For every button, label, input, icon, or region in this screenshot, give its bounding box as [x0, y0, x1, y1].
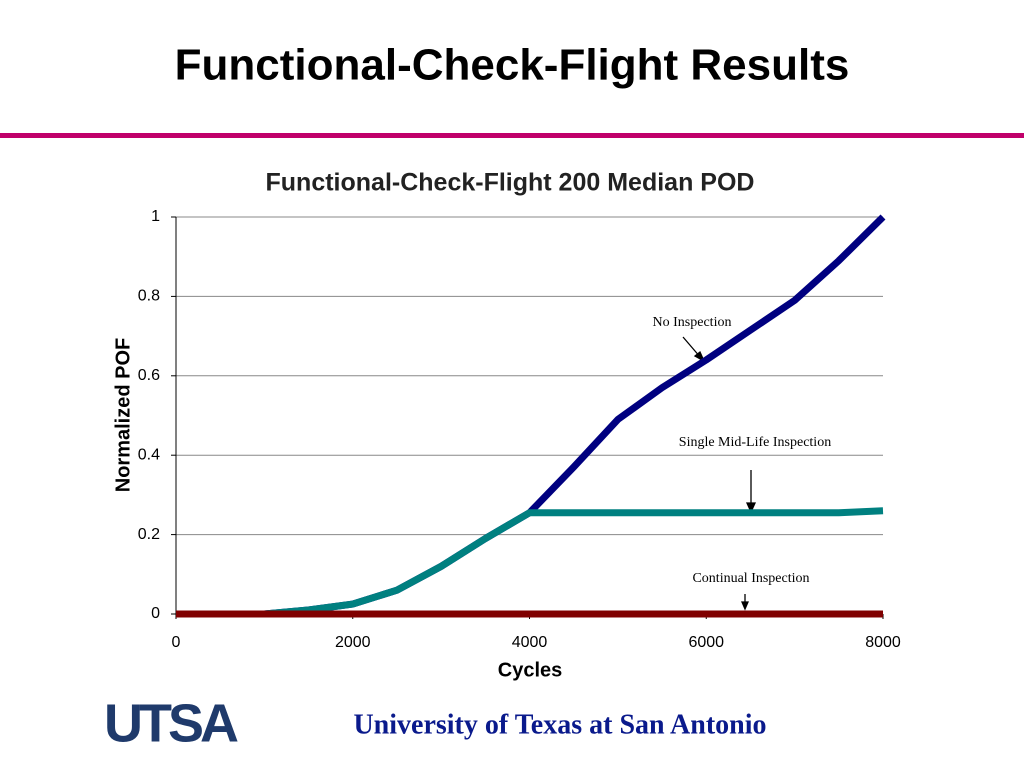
- series-line: [176, 507, 884, 618]
- chart-title: Functional-Check-Flight 200 Median POD: [266, 169, 755, 197]
- x-tick-label: 4000: [512, 634, 548, 651]
- x-tick-label: 0: [172, 634, 181, 651]
- y-axis-label: Normalized POF: [112, 338, 134, 492]
- x-tick-label: 8000: [865, 634, 901, 651]
- logo: UTSA: [104, 693, 238, 753]
- x-tick-label: 6000: [688, 634, 724, 651]
- y-tick-label: 0.8: [138, 288, 160, 305]
- footer-text: University of Texas at San Antonio: [353, 709, 766, 740]
- annotation: Single Mid-Life Inspection: [679, 435, 831, 450]
- x-tick-label: 2000: [335, 634, 371, 651]
- y-tick-label: 0.2: [138, 526, 160, 543]
- y-tick-label: 0: [151, 605, 160, 622]
- slide-title: Functional-Check-Flight Results: [175, 41, 850, 90]
- divider: [0, 133, 1024, 138]
- y-tick-label: 1: [151, 208, 160, 225]
- y-tick-label: 0.6: [138, 367, 160, 384]
- x-axis-label: Cycles: [498, 659, 563, 681]
- annotation: Continual Inspection: [692, 571, 809, 586]
- series-line: [176, 214, 886, 618]
- annotation: No Inspection: [653, 315, 732, 330]
- y-tick-label: 0.4: [138, 446, 160, 463]
- annotation-arrows: [682, 336, 757, 611]
